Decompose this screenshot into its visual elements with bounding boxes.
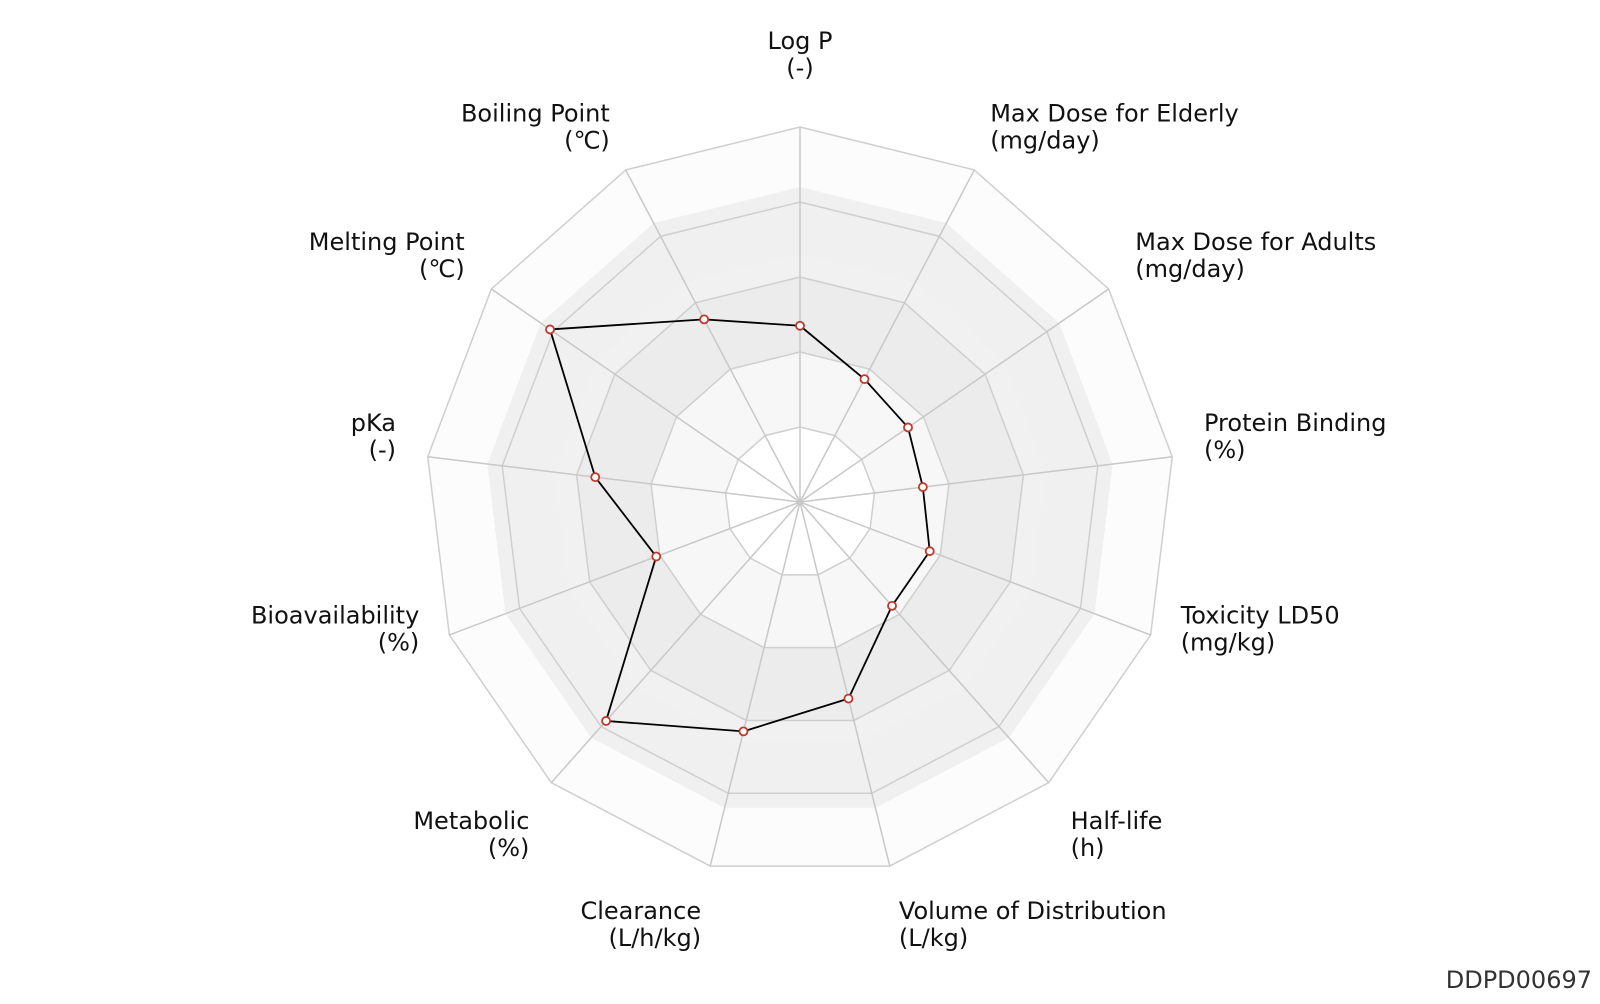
radar-grid xyxy=(426,126,1174,867)
radar-series xyxy=(545,314,935,737)
radar-spoke-4 xyxy=(799,456,1173,503)
axis-label-2: Max Dose for Elderly (mg/day) xyxy=(990,99,1239,154)
axis-label-12: Melting Point (℃) xyxy=(309,228,465,283)
radar-shaded-band-1 xyxy=(576,277,1024,721)
radar-point-2 xyxy=(859,374,870,385)
axis-label-6: Half-life (h) xyxy=(1071,807,1163,862)
radar-spoke-2 xyxy=(799,169,975,503)
radar-ring-2 xyxy=(650,351,950,649)
axis-label-10: Bioavailability (%) xyxy=(251,602,419,657)
axis-label-13: Boiling Point (℃) xyxy=(461,99,610,154)
axis-label-9: Metabolic (%) xyxy=(413,807,529,862)
radar-spokes xyxy=(427,127,1173,867)
axis-label-name: Volume of Distribution xyxy=(899,897,1167,925)
axis-label-unit: (-) xyxy=(786,54,813,82)
radar-ring-1 xyxy=(724,426,876,576)
axis-label-unit: (%) xyxy=(378,629,420,657)
axis-label-name: Melting Point xyxy=(309,228,465,256)
axis-label-unit: (L/kg) xyxy=(899,924,968,952)
axis-label-3: Max Dose for Adults (mg/day) xyxy=(1135,228,1376,283)
axis-label-unit: (h) xyxy=(1071,834,1105,862)
axis-label-5: Toxicity LD50 (mg/kg) xyxy=(1180,602,1340,657)
radar-point-10 xyxy=(651,551,662,562)
axis-label-name: Boiling Point xyxy=(461,99,610,127)
radar-point-13 xyxy=(699,314,710,325)
radar-spoke-3 xyxy=(799,288,1110,503)
record-code: DDPD00697 xyxy=(1445,966,1592,994)
radar-ring-3 xyxy=(575,276,1025,722)
axis-label-name: Max Dose for Elderly xyxy=(990,99,1239,127)
radar-bands xyxy=(427,127,1173,867)
radar-point-11 xyxy=(590,472,601,483)
axis-label-unit: (mg/day) xyxy=(1135,255,1245,283)
radar-spoke-7 xyxy=(799,501,891,867)
radar-band-2 xyxy=(651,352,949,648)
radar-spoke-10 xyxy=(449,501,801,636)
radar-point-5 xyxy=(924,546,935,557)
radar-point-7 xyxy=(843,693,854,704)
radar-spoke-6 xyxy=(799,501,1050,784)
axis-label-name: pKa xyxy=(351,409,396,437)
radar-point-1 xyxy=(795,320,805,331)
axis-label-unit: (%) xyxy=(1204,436,1246,464)
axis-label-8: Clearance (L/h/kg) xyxy=(580,897,701,952)
radar-ring-5 xyxy=(426,126,1174,867)
axis-label-name: Max Dose for Adults xyxy=(1135,228,1376,256)
axis-label-name: Metabolic xyxy=(413,807,529,835)
radar-point-9 xyxy=(601,716,611,726)
radar-ring-4 xyxy=(501,201,1099,795)
radar-spoke-11 xyxy=(427,456,801,503)
axis-label-unit: (L/h/kg) xyxy=(608,924,701,952)
axis-label-unit: (mg/day) xyxy=(990,126,1100,154)
axis-label-7: Volume of Distribution (L/kg) xyxy=(899,897,1167,952)
radar-point-8 xyxy=(738,726,749,737)
axis-label-unit: (-) xyxy=(369,436,396,464)
axis-label-unit: (mg/kg) xyxy=(1181,629,1276,657)
radar-series-line xyxy=(549,318,931,733)
radar-point-6 xyxy=(887,600,897,611)
radar-spoke-8 xyxy=(709,501,801,867)
axis-label-1: Log P (-) xyxy=(768,27,833,82)
axis-labels: Log P (-)Max Dose for Elderly (mg/day)Max … xyxy=(251,27,1386,952)
axis-label-unit: (℃) xyxy=(564,126,610,154)
axis-label-11: pKa (-) xyxy=(351,409,396,464)
radar-spoke-12 xyxy=(490,288,801,503)
axis-label-4: Protein Binding (%) xyxy=(1204,409,1386,464)
axis-label-name: Protein Binding xyxy=(1204,409,1386,437)
radar-spoke-5 xyxy=(799,501,1151,636)
radar-spoke-9 xyxy=(550,501,801,784)
axis-label-name: Clearance xyxy=(580,897,701,925)
radar-point-3 xyxy=(903,422,913,433)
axis-label-name: Bioavailability xyxy=(251,602,419,630)
axis-label-unit: (℃) xyxy=(419,255,465,283)
radar-point-4 xyxy=(917,482,928,492)
radar-point-12 xyxy=(545,324,555,335)
axis-label-name: Half-life xyxy=(1071,807,1163,835)
axis-label-name: Log P xyxy=(768,27,833,55)
axis-label-name: Toxicity LD50 xyxy=(1180,602,1340,630)
radar-spoke-13 xyxy=(625,169,801,503)
axis-label-unit: (%) xyxy=(488,834,530,862)
